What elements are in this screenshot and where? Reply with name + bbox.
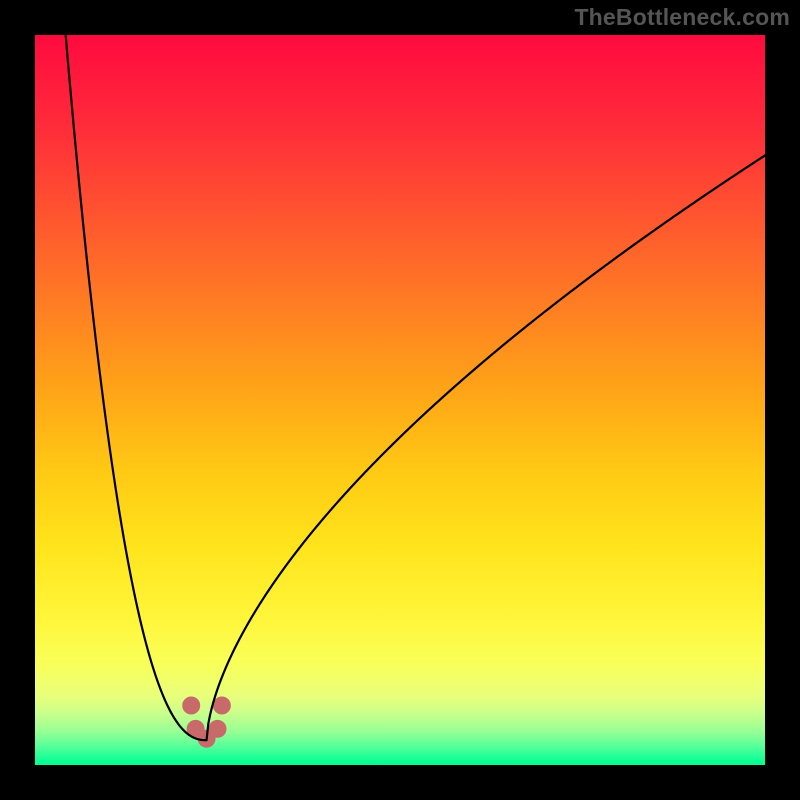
dip-marker: [213, 697, 231, 715]
dip-marker: [209, 720, 227, 738]
watermark-text: TheBottleneck.com: [574, 4, 790, 31]
gradient-background: [35, 35, 765, 765]
dip-marker: [182, 697, 200, 715]
chart-container: TheBottleneck.com: [0, 0, 800, 800]
bottleneck-chart: [0, 0, 800, 800]
